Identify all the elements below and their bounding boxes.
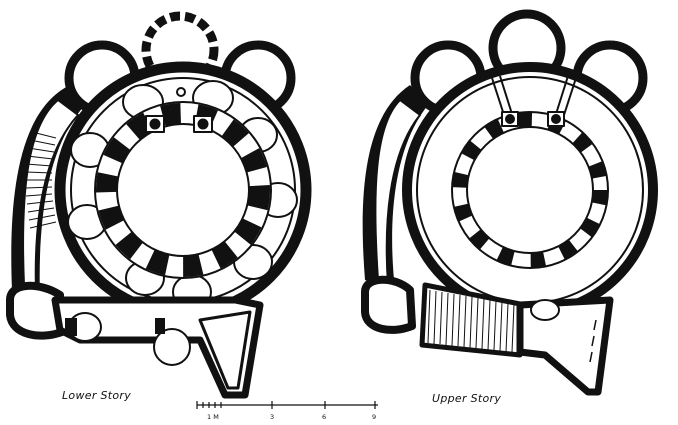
lower-central-space [116,123,250,257]
lower-annex-pier [65,318,77,336]
upper-annex-niche [530,299,560,321]
lower-story-plan [6,11,312,399]
scale-tick-3: 3 [270,413,274,421]
lower-annex-room [198,310,252,390]
upper-columns [501,111,565,127]
lower-staircase [25,131,57,229]
scale-tick-1m: 1 M [207,413,219,421]
lower-annex-pier-2 [155,318,165,334]
lower-colonnade [96,103,270,277]
upper-stair-hatch [427,289,515,353]
upper-side-chapel [361,275,416,334]
lower-annex-niche-2 [153,328,191,366]
scale-bar [196,401,378,409]
scale-tick-9: 9 [372,413,376,421]
upper-annex-dashes [589,319,597,363]
lower-story-label: Lower Story [62,389,131,402]
upper-story-label: Upper Story [432,392,501,405]
upper-central-space [466,126,594,254]
upper-annex [516,296,614,396]
upper-story-plan [361,9,658,396]
upper-radial-walls [491,75,577,116]
scale-tick-6: 6 [322,413,326,421]
lower-columns [145,87,213,133]
upper-colonnade [452,112,608,268]
